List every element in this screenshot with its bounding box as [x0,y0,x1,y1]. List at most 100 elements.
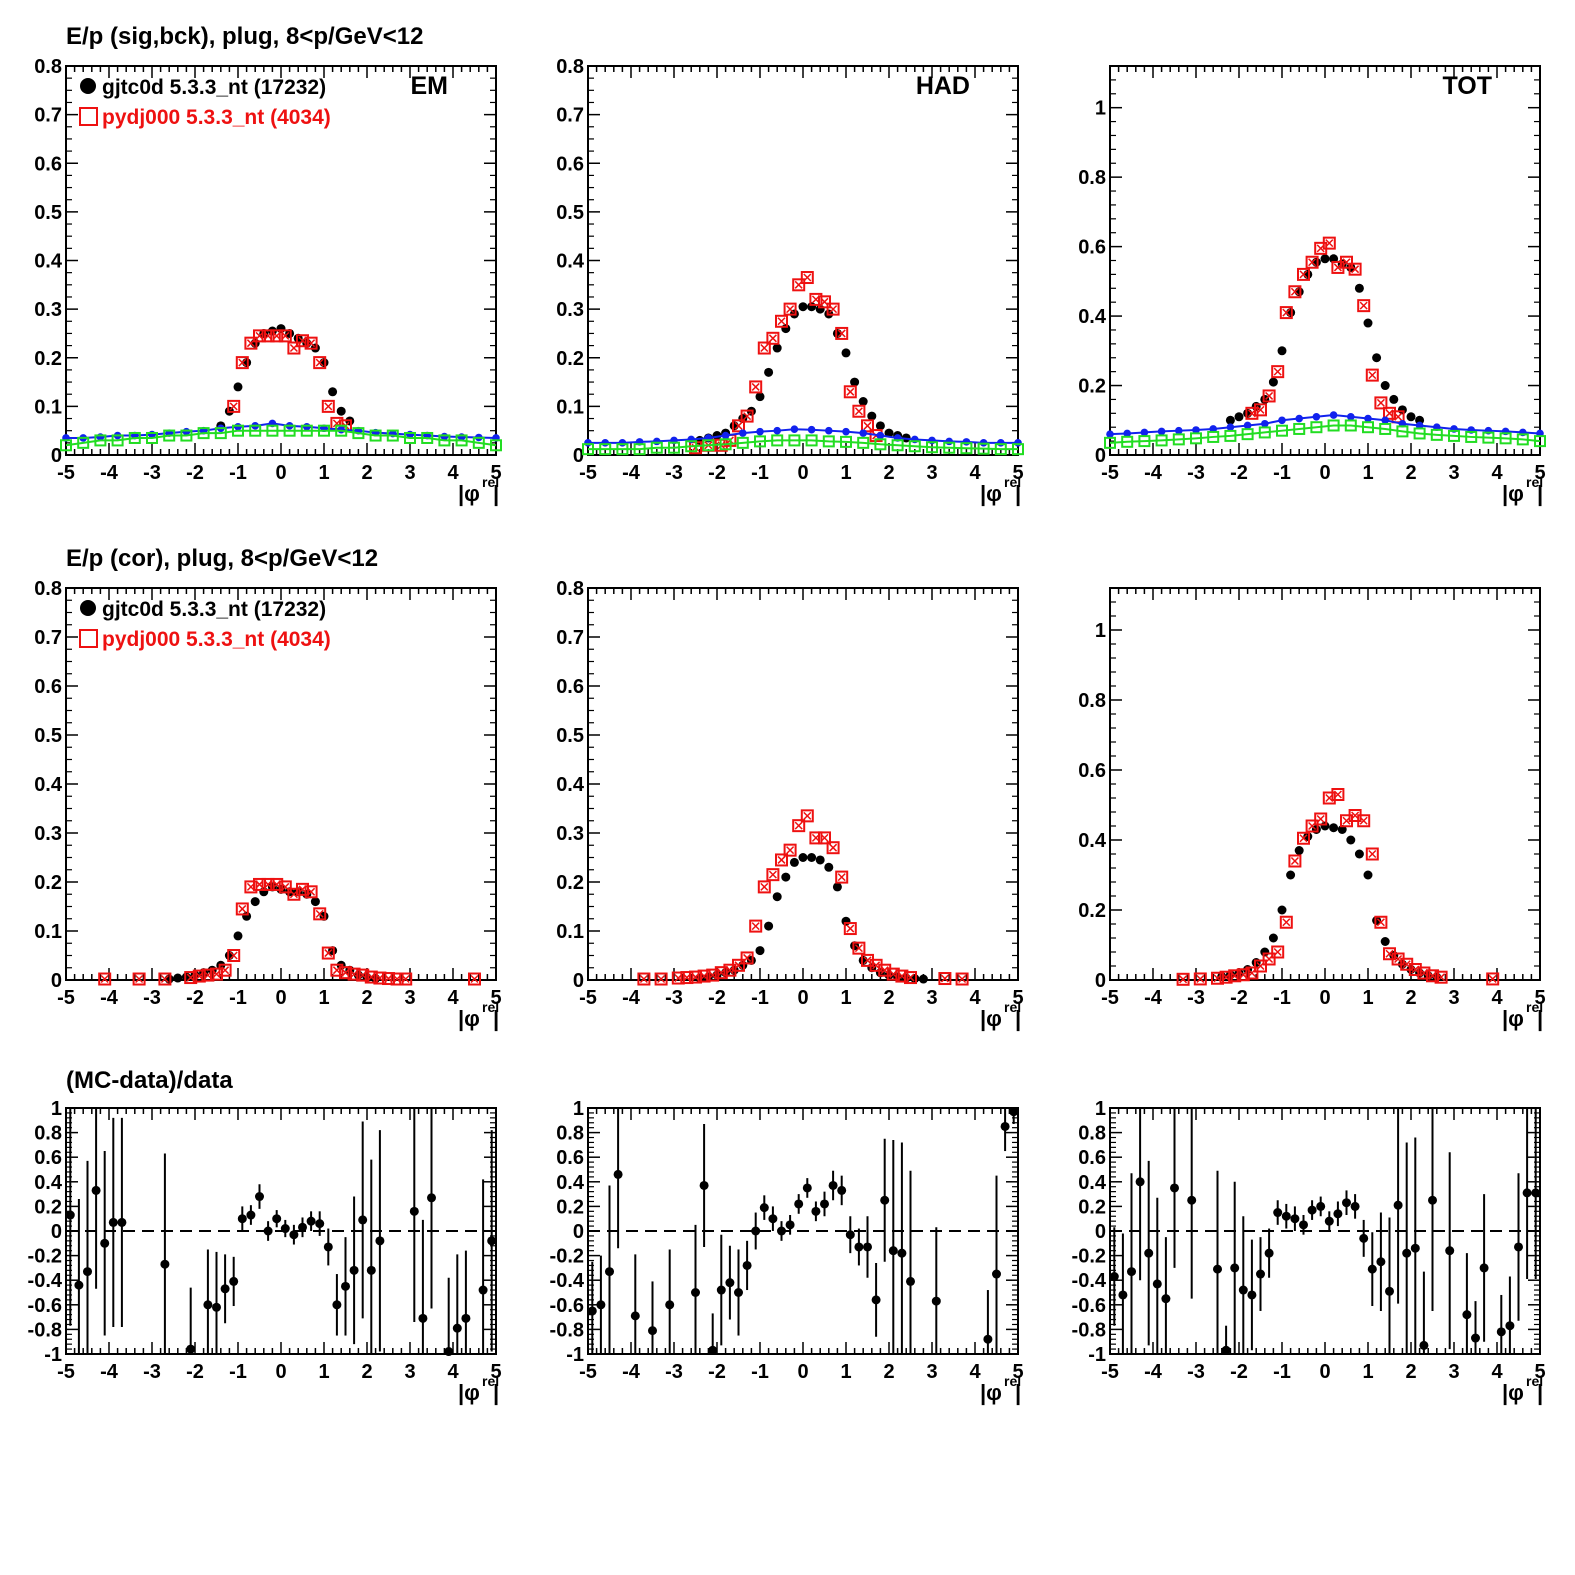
data-point [1219,970,1233,984]
data-point [691,1288,700,1297]
legend-marker-mc [79,629,98,648]
data-point [1329,411,1338,419]
data-point [633,443,646,456]
data-point [332,1300,342,1310]
data-point [654,972,668,986]
data-point [738,960,748,970]
x-tick-label: 4 [447,987,459,1009]
x-tick-label: 2 [883,1361,894,1383]
data-point [1247,1290,1257,1300]
x-tick-label: -2 [1230,1361,1248,1383]
y-tick-label: 0.4 [1078,306,1107,328]
y-tick-label: 0.2 [34,348,62,370]
data-point [1402,1248,1412,1258]
data-point-cross [794,821,803,830]
series-bck-data [1106,411,1544,438]
x-tick-label: 5 [490,1361,501,1383]
x-tick-label: -4 [622,1361,641,1383]
data-point [272,1214,282,1224]
data-point [1314,812,1328,826]
data-point [91,1185,101,1195]
x-tick-label: 5 [1534,1361,1545,1383]
x-axis-superscript: rel [1004,474,1021,490]
data-point-cross [1273,367,1282,376]
data-point [146,431,158,444]
data-point [1340,255,1353,269]
data-point [854,1242,864,1252]
x-axis-superscript: rel [1004,999,1021,1015]
data-point [259,887,269,897]
data-point [270,329,284,343]
y-tick-label: 0.1 [34,921,62,943]
data-point-cross [657,974,666,984]
data-point-cross [863,956,872,965]
data-point [304,336,318,350]
data-point [1363,318,1373,328]
panel-sigbck-had: -5 -4 -3 -2 -1 0 1 2 3 4 5 0 0.1 0.2 0.3 0.4 0.5 0.6 0.7 0.… [556,56,1024,506]
x-axis-label-close: | [1015,1380,1021,1405]
data-point [749,919,763,933]
data-point [582,443,594,456]
data-point [1348,262,1362,276]
series-mc [98,877,481,986]
legend-marker-data [80,600,96,616]
data-point [1172,433,1185,446]
data-point [418,1313,428,1323]
data-point [160,1259,170,1269]
data-point [1140,428,1149,437]
data-point [111,434,124,447]
data-point [852,941,866,955]
x-tick-label: -2 [186,987,204,1009]
x-tick-label: 5 [1012,987,1023,1009]
data-point [1380,381,1390,391]
y-tick-label: 0.2 [556,1196,584,1218]
data-point [1258,426,1271,439]
x-tick-label: -5 [579,462,597,484]
data-point [1135,1177,1145,1187]
data-point [65,1210,75,1220]
data-point [108,1217,118,1227]
data-point [732,958,745,972]
series-line [65,429,497,447]
data-point [315,1219,325,1229]
data-point [697,969,711,983]
data-point-cross [1333,790,1342,799]
x-tick-label: 2 [361,462,372,484]
data-point [1324,1216,1334,1226]
data-point [321,399,335,413]
data-point [1224,429,1237,442]
data-point [840,435,852,448]
x-tick-label: 1 [840,987,851,1009]
x-axis-label-close: | [493,1380,499,1405]
data-point [794,1199,804,1209]
data-point [1000,1121,1010,1131]
data-point [373,971,387,985]
x-axis-label-close: | [1537,1006,1543,1031]
data-point [756,427,764,436]
y-tick-label: 0.6 [34,676,62,698]
data-point [739,429,747,437]
data-point [926,441,938,454]
data-point [755,392,765,402]
data-point-cross [307,887,316,896]
data-point [335,424,348,437]
data-point [938,972,952,986]
data-point [1312,412,1321,421]
x-axis-label-close: | [1015,1006,1021,1031]
data-point [1479,1263,1489,1273]
data-point [490,439,502,452]
data-point [1320,254,1330,264]
legend-label-mc: pydj000 5.3.3_nt (4034) [102,628,331,651]
x-axis-label-close: | [493,1006,499,1031]
y-tick-label: 0.7 [34,105,62,127]
data-point [858,955,868,965]
y-tick-label: -1 [566,1344,584,1366]
panel-ratio-had: -5 -4 -3 -2 -1 0 1 2 3 4 5-1-0.8-0.6-0.4-0.200.20.… [550,1098,1024,1405]
x-axis-label: |φ [980,481,1002,506]
data-point [826,841,840,855]
y-tick-label: 0 [51,970,62,992]
data-point [276,324,286,334]
data-point-cross [743,412,752,421]
data-point [773,426,781,435]
